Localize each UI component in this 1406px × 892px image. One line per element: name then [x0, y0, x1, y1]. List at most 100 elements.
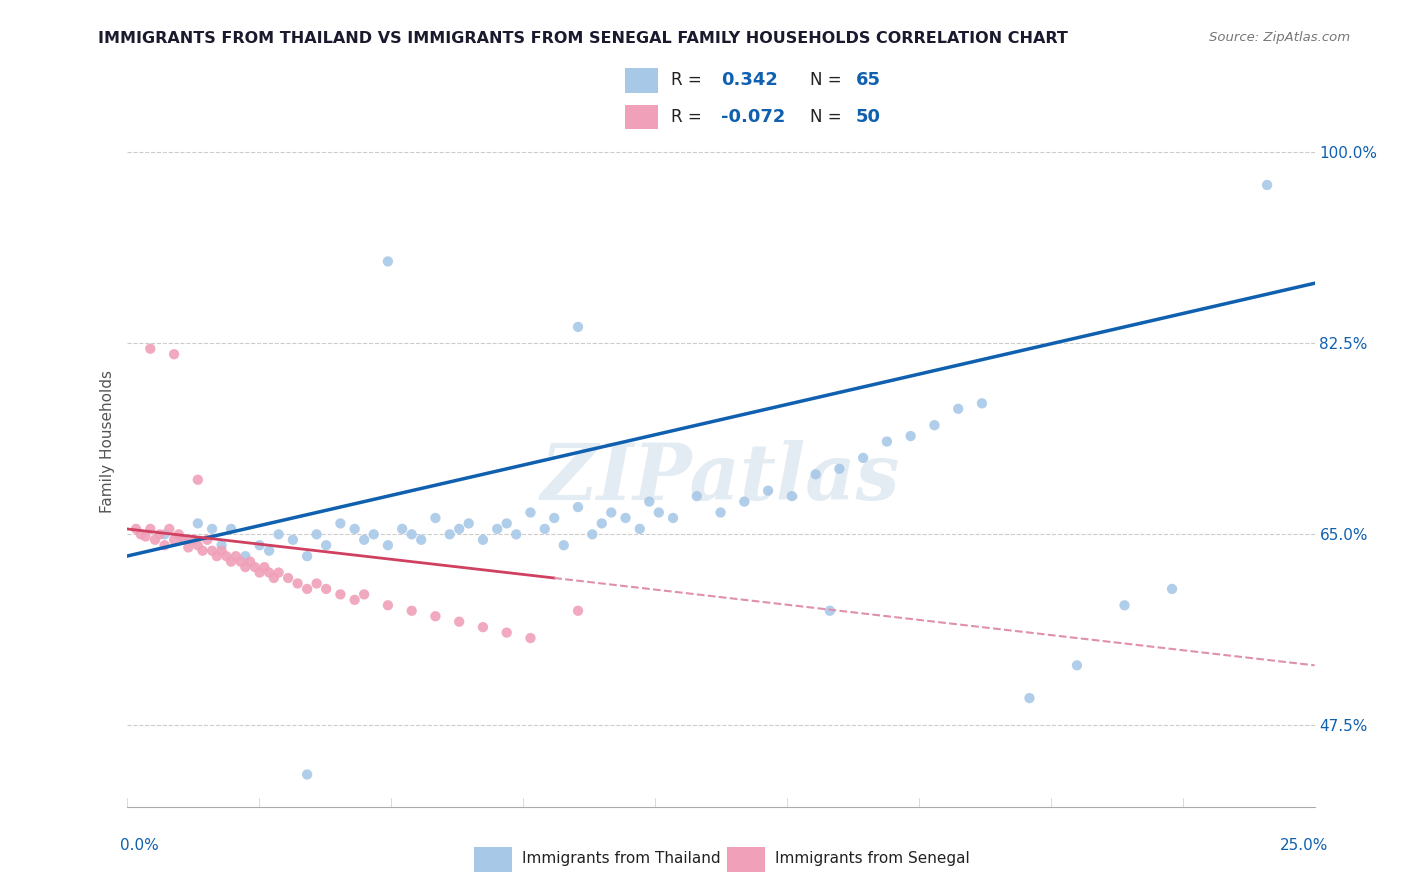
Text: Source: ZipAtlas.com: Source: ZipAtlas.com [1209, 31, 1350, 45]
Point [591, 516, 613, 531]
Text: N =: N = [810, 108, 846, 126]
Point [195, 533, 218, 547]
Point [818, 604, 841, 618]
Point [225, 549, 247, 564]
Point [187, 538, 209, 552]
Point [553, 538, 575, 552]
Point [852, 450, 875, 465]
Bar [474, 847, 512, 871]
Point [205, 549, 228, 564]
Point [287, 576, 309, 591]
Text: N =: N = [810, 71, 846, 89]
Point [353, 533, 375, 547]
Point [163, 347, 186, 361]
Point [249, 538, 271, 552]
Point [149, 527, 172, 541]
Point [315, 538, 337, 552]
Point [614, 511, 637, 525]
Bar [624, 69, 658, 93]
Point [495, 516, 517, 531]
Point [505, 527, 527, 541]
Y-axis label: Family Households: Family Households [100, 370, 115, 513]
Point [219, 555, 242, 569]
Point [211, 538, 233, 552]
Point [187, 473, 209, 487]
Point [257, 543, 280, 558]
Point [305, 576, 328, 591]
Point [353, 587, 375, 601]
Point [219, 522, 242, 536]
Point [215, 549, 238, 564]
Point [804, 467, 827, 482]
Point [425, 511, 447, 525]
Point [267, 566, 290, 580]
Text: 50: 50 [856, 108, 882, 126]
Point [567, 500, 589, 514]
Point [281, 533, 304, 547]
Point [411, 533, 433, 547]
Point [600, 506, 623, 520]
Point [267, 527, 290, 541]
Point [235, 560, 257, 574]
Point [173, 533, 195, 547]
Point [567, 604, 589, 618]
Point [173, 533, 195, 547]
Point [329, 587, 352, 601]
Point [519, 631, 541, 645]
Point [519, 506, 541, 520]
Point [295, 549, 318, 564]
Point [425, 609, 447, 624]
Bar [624, 104, 658, 128]
Point [449, 615, 471, 629]
Point [187, 516, 209, 531]
Point [457, 516, 479, 531]
Point [343, 522, 366, 536]
Point [543, 511, 565, 525]
Point [139, 522, 162, 536]
Point [167, 527, 190, 541]
Point [567, 319, 589, 334]
Point [638, 494, 661, 508]
Text: 65: 65 [856, 71, 882, 89]
Point [533, 522, 555, 536]
Text: ZIPatlas: ZIPatlas [541, 440, 900, 516]
Point [628, 522, 651, 536]
Point [201, 543, 224, 558]
Point [201, 522, 224, 536]
Point [253, 560, 276, 574]
Text: 0.0%: 0.0% [120, 838, 159, 853]
Point [257, 566, 280, 580]
Point [733, 494, 755, 508]
Point [191, 543, 214, 558]
Point [243, 560, 266, 574]
Point [1161, 582, 1184, 596]
Point [472, 620, 495, 634]
Point [472, 533, 495, 547]
Point [828, 462, 851, 476]
Point [1114, 599, 1136, 613]
Point [135, 529, 157, 543]
Point [876, 434, 898, 449]
Point [662, 511, 685, 525]
Point [581, 527, 603, 541]
Point [780, 489, 803, 503]
Text: Immigrants from Senegal: Immigrants from Senegal [775, 852, 970, 866]
Point [756, 483, 779, 498]
Point [177, 541, 200, 555]
Point [211, 543, 233, 558]
Point [153, 527, 176, 541]
Point [157, 522, 180, 536]
Point [295, 767, 318, 781]
Text: R =: R = [671, 108, 707, 126]
Text: -0.072: -0.072 [721, 108, 785, 126]
Point [377, 599, 399, 613]
Point [153, 538, 176, 552]
Point [486, 522, 509, 536]
Point [363, 527, 385, 541]
Point [125, 522, 148, 536]
Text: 25.0%: 25.0% [1281, 838, 1329, 853]
Point [305, 527, 328, 541]
Point [329, 516, 352, 531]
Point [1018, 691, 1040, 706]
Point [249, 566, 271, 580]
